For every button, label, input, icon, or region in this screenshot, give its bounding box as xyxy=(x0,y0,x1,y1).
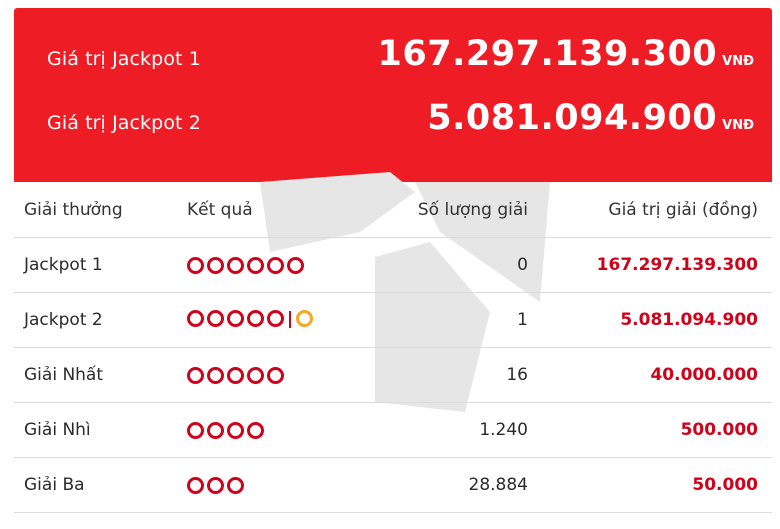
prize-count: 0 xyxy=(517,255,528,275)
prize-value: 5.081.094.900 xyxy=(620,310,758,330)
ball-icon xyxy=(227,366,244,384)
ball-icon xyxy=(267,309,284,327)
table-row: Giải Nhì 1.240 500.000 xyxy=(14,403,772,458)
ball-icon xyxy=(187,256,204,274)
prize-name: Giải Nhì xyxy=(24,420,91,440)
header-result: Kết quả xyxy=(187,200,253,220)
header-count: Số lượng giải xyxy=(417,200,528,220)
jackpot-1-unit: VNĐ xyxy=(722,54,754,69)
prize-name: Jackpot 1 xyxy=(24,255,103,275)
prize-value: 50.000 xyxy=(692,475,758,495)
ball-icon xyxy=(227,476,244,494)
header-prize: Giải thưởng xyxy=(24,200,123,220)
prize-value: 40.000.000 xyxy=(650,365,758,385)
ball-icon xyxy=(207,309,224,327)
result-balls xyxy=(187,293,316,347)
prize-count: 1.240 xyxy=(479,420,528,440)
ball-icon xyxy=(187,309,204,327)
jackpot-2-row: Giá trị Jackpot 2 5.081.094.900 VNĐ xyxy=(14,94,772,154)
prize-name: Giải Nhất xyxy=(24,365,104,385)
ball-icon xyxy=(207,366,224,384)
ball-icon xyxy=(227,256,244,274)
jackpot-1-label: Giá trị Jackpot 1 xyxy=(47,48,201,70)
header-value: Giá trị giải (đồng) xyxy=(608,200,758,220)
result-balls xyxy=(187,348,287,402)
jackpot-banner: Giá trị Jackpot 1 167.297.139.300 VNĐ Giá… xyxy=(14,8,772,182)
jackpot-1-value: 167.297.139.300 VNĐ xyxy=(377,34,754,74)
table-row: Jackpot 1 0 167.297.139.300 xyxy=(14,238,772,293)
prize-count: 1 xyxy=(517,310,528,330)
ball-icon xyxy=(247,421,264,439)
ball-icon xyxy=(227,309,244,327)
ball-icon xyxy=(207,476,224,494)
result-balls xyxy=(187,403,267,457)
jackpot-2-label: Giá trị Jackpot 2 xyxy=(47,112,201,134)
ball-icon xyxy=(187,421,204,439)
prize-name: Giải Ba xyxy=(24,475,85,495)
ball-icon xyxy=(287,256,304,274)
result-balls xyxy=(187,238,307,292)
prize-value: 500.000 xyxy=(680,420,758,440)
ball-icon xyxy=(187,476,204,494)
watermark-logo xyxy=(260,172,550,412)
ball-icon xyxy=(247,366,264,384)
ball-icon xyxy=(247,309,264,327)
bonus-ball-icon xyxy=(296,309,313,327)
result-balls xyxy=(187,458,247,512)
ball-icon xyxy=(267,256,284,274)
prize-value: 167.297.139.300 xyxy=(596,255,758,275)
prize-table: Giải thưởng Kết quả Số lượng giải Giá tr… xyxy=(14,183,772,513)
table-row: Giải Ba 28.884 50.000 xyxy=(14,458,772,513)
jackpot-2-unit: VNĐ xyxy=(722,118,754,133)
prize-count: 16 xyxy=(506,365,528,385)
table-header: Giải thưởng Kết quả Số lượng giải Giá tr… xyxy=(14,183,772,238)
ball-icon xyxy=(267,366,284,384)
table-row: Jackpot 2 1 5.081.094.900 xyxy=(14,293,772,348)
jackpot-1-row: Giá trị Jackpot 1 167.297.139.300 VNĐ xyxy=(14,30,772,90)
jackpot-2-value: 5.081.094.900 VNĐ xyxy=(427,98,754,138)
ball-icon xyxy=(207,421,224,439)
table-row: Giải Nhất 16 40.000.000 xyxy=(14,348,772,403)
ball-icon xyxy=(207,256,224,274)
prize-name: Jackpot 2 xyxy=(24,310,103,330)
ball-icon xyxy=(247,256,264,274)
ball-icon xyxy=(187,366,204,384)
ball-icon xyxy=(227,421,244,439)
bonus-separator xyxy=(289,311,291,329)
prize-count: 28.884 xyxy=(468,475,528,495)
